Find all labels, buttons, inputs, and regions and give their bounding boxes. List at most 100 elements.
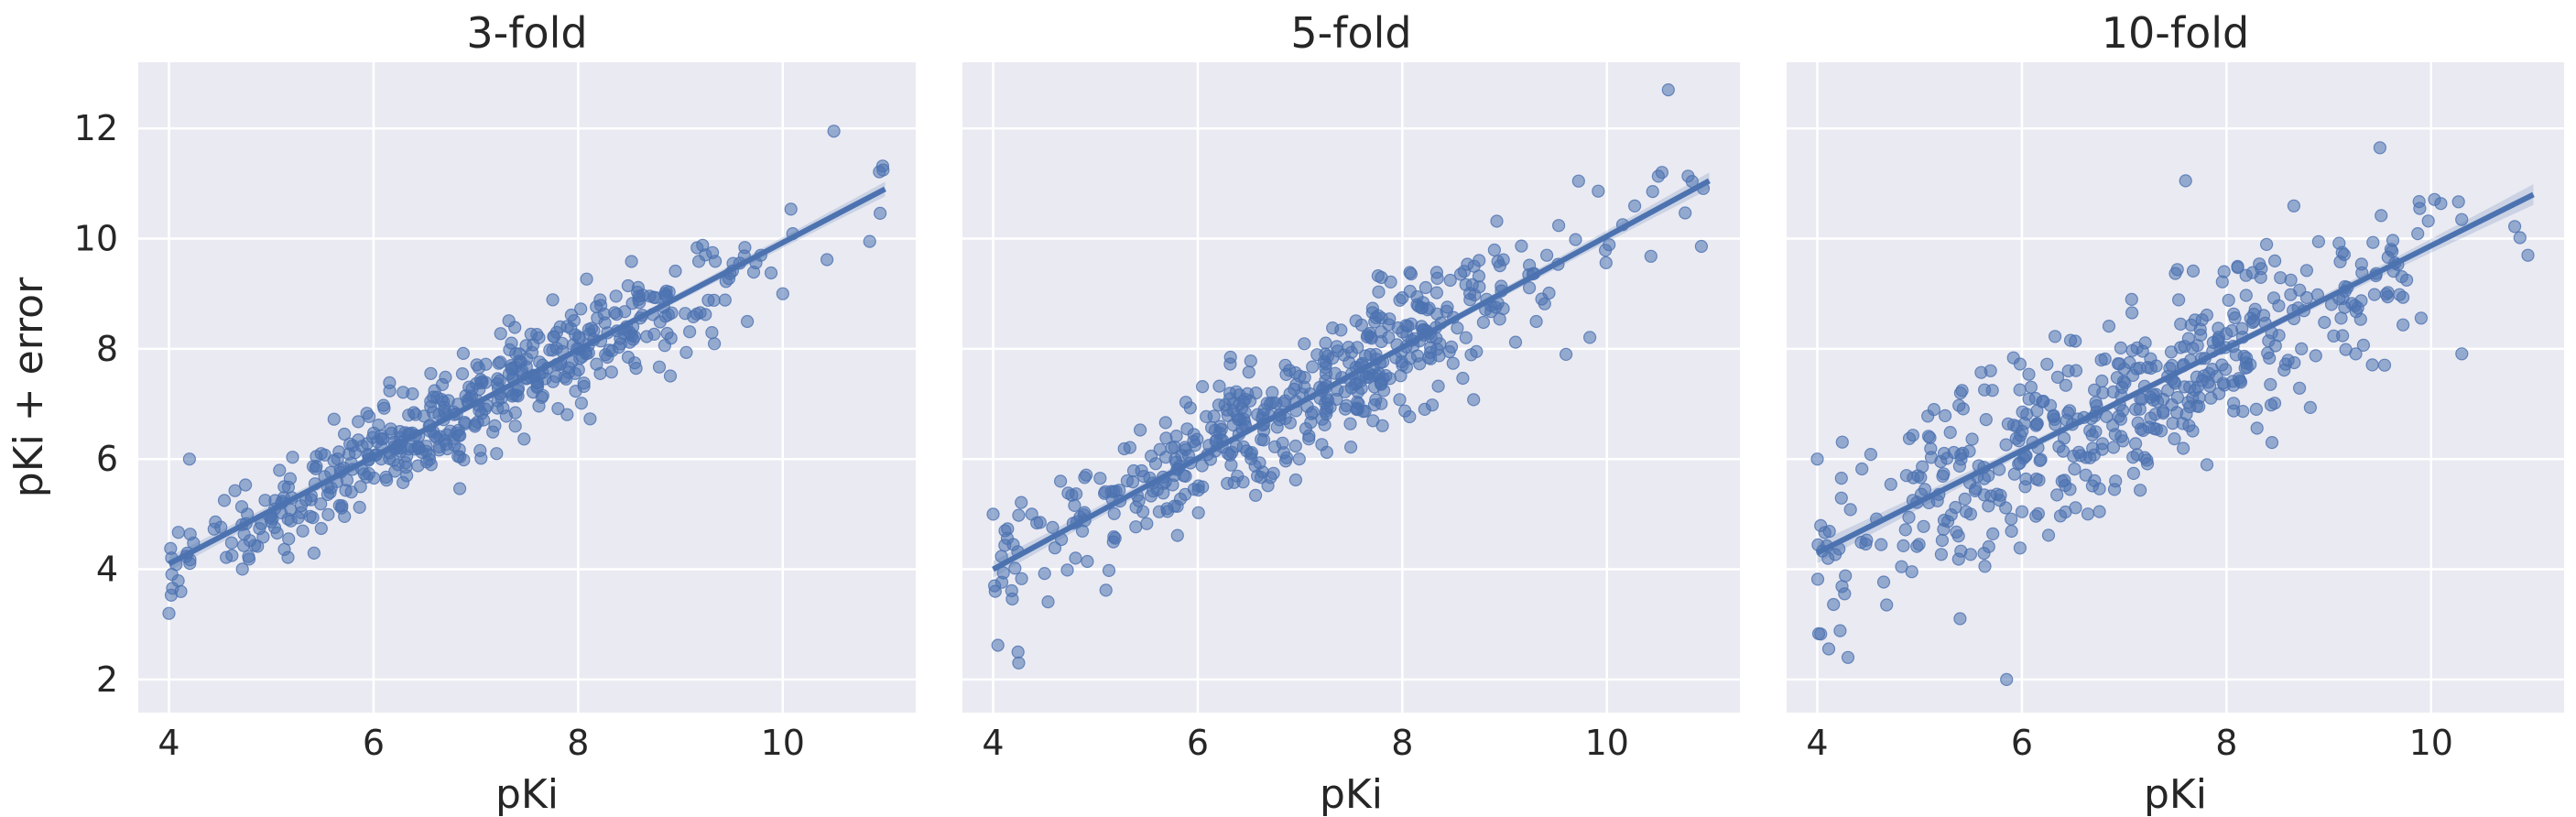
data-point — [1245, 452, 1258, 465]
data-point — [1958, 492, 1972, 507]
data-point — [473, 443, 487, 457]
data-point — [574, 397, 589, 410]
data-point — [2508, 220, 2522, 234]
data-point — [2050, 488, 2064, 502]
data-point — [282, 532, 296, 546]
data-point — [2041, 528, 2056, 542]
data-point — [2272, 299, 2286, 312]
data-point — [1827, 597, 1841, 612]
data-point — [2059, 378, 2072, 392]
data-point — [621, 278, 636, 293]
data-point — [1015, 572, 1028, 585]
data-point — [1834, 471, 1848, 485]
data-point — [1906, 429, 1919, 442]
data-point — [1267, 440, 1282, 453]
data-point — [1835, 435, 1849, 449]
data-point — [658, 339, 672, 353]
data-point — [1936, 469, 1950, 484]
data-point — [1978, 560, 1992, 573]
data-point — [2125, 343, 2139, 357]
data-point — [1159, 431, 1173, 445]
data-point — [2249, 402, 2263, 416]
data-point — [547, 330, 560, 343]
data-point — [1384, 275, 1397, 289]
data-point — [1270, 420, 1284, 434]
data-point — [2268, 254, 2282, 267]
data-point — [2129, 437, 2143, 451]
data-point — [987, 579, 1002, 593]
data-point — [1603, 238, 1616, 252]
data-point — [625, 255, 638, 268]
x-tick-label: 10 — [1585, 723, 1629, 763]
data-point — [171, 526, 185, 539]
data-point — [1395, 354, 1408, 369]
data-point — [691, 255, 706, 268]
x-tick-label: 10 — [761, 723, 805, 763]
data-point — [1425, 398, 1440, 412]
data-point — [2366, 235, 2380, 249]
x-tick-label: 6 — [2011, 723, 2033, 763]
data-point — [2164, 345, 2179, 359]
y-tick-label: 10 — [74, 219, 118, 259]
data-point — [1129, 520, 1143, 534]
data-point — [1939, 408, 1952, 422]
data-point — [863, 234, 876, 248]
panel-10-fold: 4 6 8 10 10-fold pKi — [1787, 8, 2564, 817]
data-point — [1860, 533, 1874, 547]
data-point — [1180, 422, 1194, 436]
x-tick-label: 8 — [2215, 723, 2237, 763]
data-point — [494, 327, 507, 341]
data-point — [2354, 257, 2368, 271]
data-point — [546, 293, 560, 307]
data-point — [1953, 612, 1967, 626]
data-point — [1902, 510, 1916, 524]
panel-title: 3-fold — [466, 8, 587, 58]
data-point — [2349, 347, 2363, 361]
data-point — [2072, 445, 2086, 459]
data-point — [1592, 184, 1605, 198]
data-point — [1099, 583, 1113, 597]
data-point — [1191, 506, 1205, 519]
data-point — [1515, 239, 1528, 253]
data-point — [224, 536, 238, 550]
data-point — [1005, 592, 1019, 606]
data-point — [2334, 311, 2348, 325]
data-point — [1255, 432, 1268, 446]
data-point — [251, 539, 265, 553]
data-point — [1371, 269, 1386, 283]
data-point — [1949, 500, 1962, 515]
data-point — [1383, 312, 1397, 326]
data-point — [309, 462, 322, 475]
data-point — [1170, 528, 1184, 542]
data-point — [2141, 361, 2155, 375]
data-point — [1440, 300, 1454, 314]
data-point — [2165, 358, 2179, 373]
data-point — [1277, 446, 1291, 460]
data-point — [2513, 231, 2527, 245]
data-point — [2220, 327, 2234, 341]
data-point — [1160, 502, 1174, 516]
data-point — [2265, 436, 2279, 450]
data-point — [627, 330, 642, 343]
data-point — [1403, 266, 1417, 279]
data-point — [2130, 448, 2144, 462]
data-point — [183, 556, 197, 571]
data-point — [1955, 384, 1969, 398]
data-point — [827, 125, 841, 138]
data-point — [1430, 271, 1444, 285]
data-point — [508, 406, 522, 419]
data-point — [1144, 489, 1158, 503]
data-point — [321, 487, 334, 502]
data-point — [2013, 456, 2027, 470]
data-point — [1429, 332, 1443, 345]
data-point — [1470, 344, 1484, 358]
data-point — [1927, 403, 1940, 417]
data-point — [367, 426, 381, 440]
data-point — [2188, 313, 2201, 327]
data-point — [2222, 293, 2235, 307]
data-point — [1179, 396, 1193, 409]
data-point — [451, 450, 465, 463]
data-point — [2284, 273, 2298, 287]
data-point — [182, 452, 196, 466]
data-point — [225, 549, 239, 562]
